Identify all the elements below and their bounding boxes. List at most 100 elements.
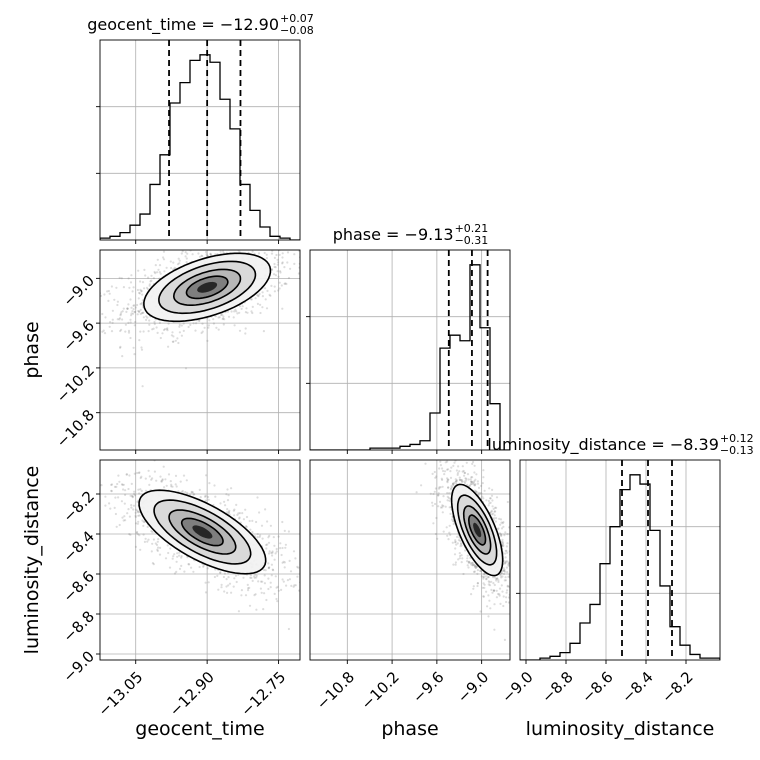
scatter-point [507,596,510,599]
scatter-point [468,484,471,487]
scatter-point [270,563,273,566]
scatter-point [226,499,230,502]
tick-label-x-geocent_time: −12.90 [166,668,218,720]
scatter-point [448,499,451,502]
scatter-point [474,483,477,486]
scatter-point [487,504,490,507]
scatter-point [204,494,207,497]
scatter-point [476,480,479,483]
title-median: −9.13 [405,225,454,244]
scatter-point [165,484,168,487]
scatter-point [280,284,283,287]
scatter-point [265,253,268,256]
scatter-point [441,485,444,488]
scatter-point [503,638,506,642]
scatter-point [182,322,185,325]
scatter-point [230,487,233,490]
scatter-point [472,585,475,588]
scatter-point [503,534,506,537]
scatter-point [232,316,235,319]
scatter-point [136,313,139,316]
scatter-point [259,303,262,306]
scatter-point [163,328,167,331]
scatter-point [298,250,300,252]
scatter-point [222,317,225,320]
scatter-point [164,557,168,560]
scatter-point [208,319,211,322]
scatter-point [458,552,461,555]
scatter-point [139,303,142,306]
title-median: −12.90 [220,15,279,34]
scatter-point [507,575,510,579]
scatter-point [471,564,474,567]
scatter-point [267,577,270,580]
scatter-point [487,615,490,618]
scatter-point [109,507,112,510]
scatter-point [130,306,133,309]
scatter-point [250,298,253,301]
density-phase_vs_luminosity_distance [450,483,504,577]
scatter-point [466,473,470,476]
scatter-point [238,329,242,332]
scatter-point [508,585,510,588]
scatter-point [186,252,189,255]
scatter-point [162,250,166,253]
scatter-point [452,482,455,485]
scatter-point [505,545,508,548]
scatter-point [188,563,191,566]
scatter-point [455,469,458,472]
scatter-point [471,564,474,567]
scatter-point [207,498,210,501]
tick-label-y-phase: −9.6 [60,316,98,354]
scatter-point [131,494,134,497]
scatter-point [158,264,162,267]
scatter-point [119,313,122,316]
scatter-point [496,577,499,580]
scatter-point [472,587,475,590]
scatter-point [249,574,252,577]
scatter-point [465,461,468,464]
scatter-point [281,244,283,246]
scatter-point [441,478,444,481]
scatter-point [481,495,484,498]
scatter-point [443,438,445,440]
scatter-point [424,462,427,465]
scatter-point [506,560,509,563]
scatter-point [463,480,466,483]
frames-layer [96,39,721,664]
hist1d-geocent_time [100,54,300,240]
scatter-point [130,482,133,485]
scatter-point [482,577,485,580]
scatter-point [460,544,463,547]
scatter-point [281,307,284,310]
scatter-point [477,486,481,489]
scatter-point [490,513,494,516]
scatter-point [294,584,297,587]
title-minus: −0.13 [720,444,754,457]
scatter-point [148,475,151,478]
scatter-point [245,525,248,529]
scatter-point [139,548,142,551]
scatter-point [452,484,455,487]
panel-frame-0-2 [99,459,301,661]
scatter-point [251,305,254,308]
scatter-point [197,252,200,255]
scatter-point [476,582,479,585]
density-geocent_time_vs_phase [143,252,272,323]
scatter-point [463,471,466,475]
scatter-point [482,595,485,598]
scatter-point [126,307,129,310]
scatter-point [511,576,513,578]
scatter-point [143,520,146,524]
scatter-point [256,496,259,499]
scatter-point [152,538,155,541]
scatter-point [142,330,145,333]
scatter-point [259,311,262,315]
scatter-point [454,563,457,566]
scatter-point [480,575,483,578]
scatter-point [149,280,152,283]
scatter-point [101,312,104,316]
scatter-point [179,480,182,483]
scatter-point [506,585,509,588]
scatter-point [431,504,434,507]
